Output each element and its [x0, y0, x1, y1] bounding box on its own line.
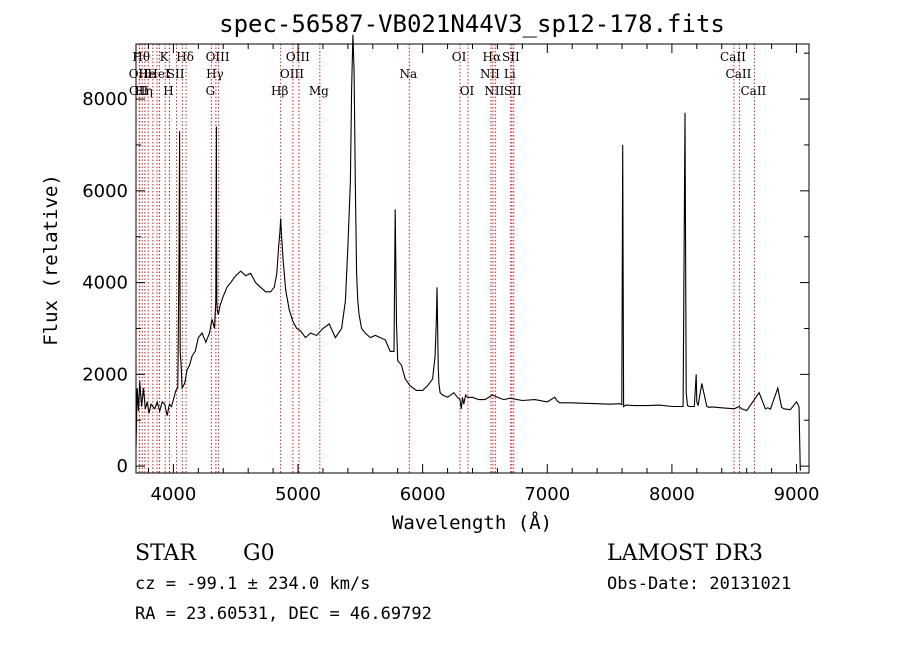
line-marker-label: HeI [147, 67, 170, 81]
x-axis-ticks: 4000 5000 6000 7000 8000 9000 [147, 44, 820, 505]
chart-title: spec-56587-VB021N44V3_sp12-178.fits [219, 10, 725, 38]
line-marker-label: He [138, 67, 156, 81]
object-subclass: G0 [243, 541, 275, 566]
line-marker-label: CaII [726, 67, 752, 81]
line-marker-label: G [206, 84, 216, 98]
y-tick-label: 4000 [82, 273, 128, 294]
line-marker-label: Hη [135, 84, 153, 98]
survey-name: LAMOST DR3 [607, 541, 763, 566]
line-marker-label: Na [399, 67, 417, 81]
line-marker-label: OIII [280, 67, 304, 81]
x-tick-label: 6000 [400, 484, 446, 505]
plot-frame [135, 43, 810, 474]
line-marker-label: OI [452, 50, 467, 64]
line-marker-label: Li [504, 67, 516, 81]
line-marker-label: Mg [309, 84, 329, 98]
object-class: STAR [135, 541, 197, 566]
line-marker-label: NII [480, 67, 500, 81]
line-marker-label: Hγ [206, 67, 224, 81]
line-marker-label: Hβ [271, 84, 288, 98]
y-tick-label: 8000 [82, 89, 128, 110]
spectrum-line [135, 34, 801, 471]
y-axis-ticks: 0 2000 4000 6000 8000 [82, 52, 809, 477]
line-marker-label: Hα [483, 50, 502, 64]
line-marker-label: OIII [206, 50, 230, 64]
line-marker-label: Hδ [176, 50, 194, 64]
line-marker-label: CaII [740, 84, 766, 98]
line-marker-label: OII [129, 84, 149, 98]
line-marker-label: Hθ [132, 50, 150, 64]
line-marker-label: OI [460, 84, 475, 98]
line-marker-label: H [163, 84, 173, 98]
redshift-info: cz = -99.1 ± 234.0 km/s [135, 574, 370, 594]
ra-dec: RA = 23.60531, DEC = 46.69792 [135, 604, 432, 624]
line-marker-label: SII [504, 84, 522, 98]
x-tick-label: 8000 [649, 484, 695, 505]
y-tick-label: 6000 [82, 181, 128, 202]
x-tick-label: 4000 [150, 484, 196, 505]
line-marker-label: K [160, 50, 170, 64]
line-marker-label: SII [167, 67, 185, 81]
line-marker-label: OIII [286, 50, 310, 64]
line-marker-label: OII [129, 67, 149, 81]
y-axis-label: Flux (relative) [40, 174, 62, 346]
x-axis-label: Wavelength (Å) [392, 511, 552, 534]
x-tick-label: 5000 [275, 484, 321, 505]
line-marker-label: SII [502, 50, 520, 64]
line-marker-label: NII [484, 84, 504, 98]
obs-date: Obs-Date: 20131021 [607, 574, 791, 594]
line-markers [138, 44, 755, 473]
y-tick-label: 0 [117, 456, 128, 477]
x-tick-label: 9000 [774, 484, 820, 505]
y-tick-label: 2000 [82, 364, 128, 385]
x-tick-label: 7000 [524, 484, 570, 505]
line-marker-label: CaII [720, 50, 746, 64]
